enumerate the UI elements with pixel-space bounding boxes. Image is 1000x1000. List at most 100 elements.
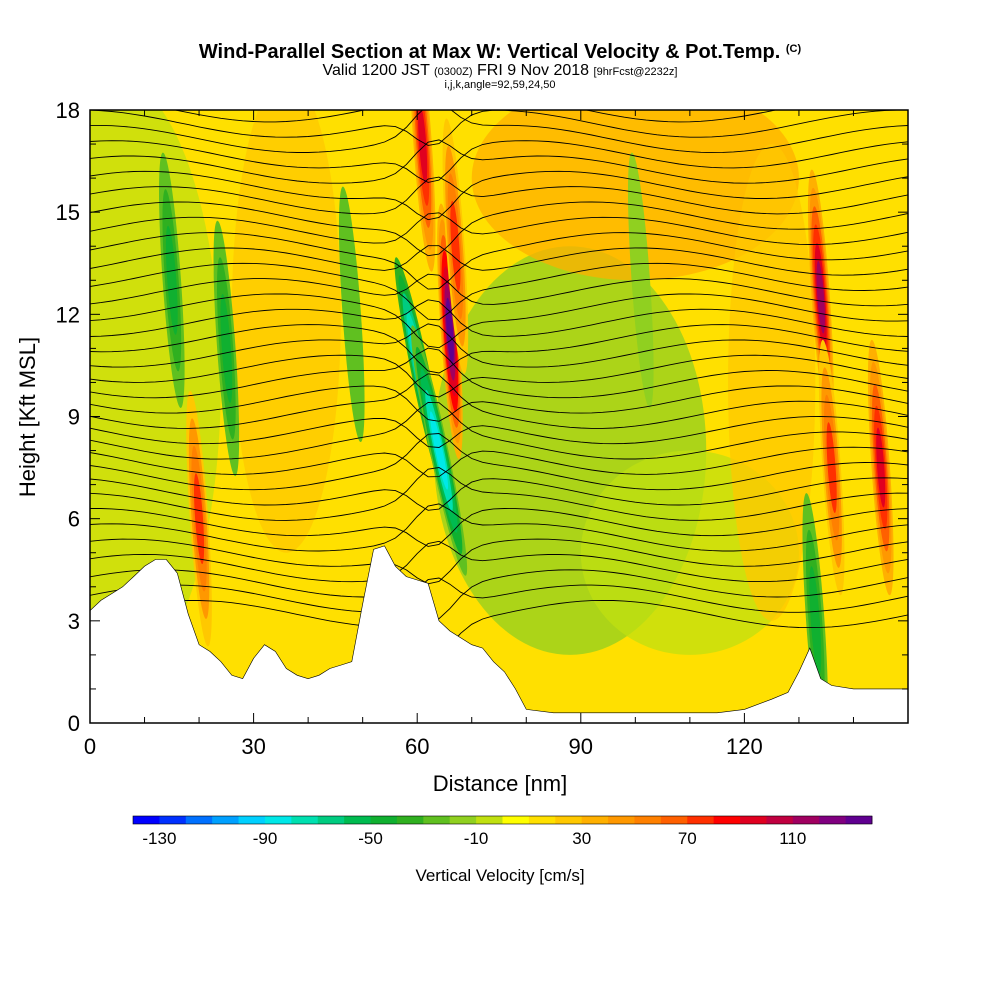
y-tick-label: 0 bbox=[68, 711, 80, 736]
subtitle-utc: (0300Z) bbox=[434, 66, 473, 78]
colorbar-swatch bbox=[476, 816, 503, 824]
theta-contour bbox=[90, 540, 908, 583]
theta-contour bbox=[90, 140, 908, 183]
terrain bbox=[90, 545, 908, 723]
colorbar-swatch bbox=[159, 816, 187, 824]
x-tick-label: 60 bbox=[405, 734, 429, 759]
colorbar-swatch bbox=[264, 816, 292, 824]
theta-contour bbox=[90, 324, 908, 374]
theta-contour bbox=[90, 201, 908, 257]
theta-contour bbox=[90, 293, 908, 349]
velocity-cell bbox=[867, 339, 894, 596]
colorbar-swatch bbox=[502, 816, 530, 824]
colorbar-tick-label: -130 bbox=[142, 829, 176, 848]
theta-contour bbox=[90, 262, 908, 321]
chart-title-block: Wind-Parallel Section at Max W: Vertical… bbox=[0, 38, 1000, 91]
theta-contour bbox=[90, 385, 908, 422]
colorbar-tick-label: 110 bbox=[779, 829, 806, 848]
theta-contour bbox=[90, 170, 908, 221]
colorbar-swatch bbox=[687, 816, 715, 824]
colorbar-tick-label: 70 bbox=[678, 829, 697, 848]
theta-contour bbox=[90, 467, 908, 521]
velocity-cell bbox=[213, 220, 240, 477]
colorbar-swatch bbox=[291, 816, 319, 824]
title-mark: (C) bbox=[785, 43, 802, 55]
chart-subtitle: Valid 1200 JST (0300Z) FRI 9 Nov 2018 [9… bbox=[0, 63, 1000, 80]
theta-contour bbox=[90, 176, 908, 215]
colorbar-swatch bbox=[766, 816, 794, 824]
field-region bbox=[728, 144, 816, 621]
theta-contour bbox=[90, 212, 908, 245]
theta-contour bbox=[173, 110, 778, 123]
colorbar-swatch bbox=[555, 816, 583, 824]
colorbar-frame bbox=[132, 815, 873, 825]
colorbar-swatch bbox=[370, 816, 398, 824]
y-tick-label: 6 bbox=[68, 507, 80, 532]
theta-contour bbox=[90, 323, 908, 368]
theta-contour bbox=[90, 569, 908, 622]
x-tick-label: 120 bbox=[726, 734, 763, 759]
theta-contour bbox=[90, 373, 908, 429]
colorbar-tick-label: -90 bbox=[253, 829, 278, 848]
colorbar-swatch bbox=[344, 816, 371, 824]
velocity-cell bbox=[437, 203, 463, 460]
theta-contour bbox=[90, 401, 908, 460]
colorbar-swatch bbox=[449, 816, 477, 824]
theta-contours bbox=[90, 110, 908, 657]
y-tick-label: 18 bbox=[56, 98, 80, 123]
theta-contour bbox=[90, 354, 908, 398]
velocity-field bbox=[90, 110, 908, 723]
y-tick-label: 12 bbox=[56, 302, 80, 327]
colorbar-swatch bbox=[212, 816, 239, 824]
colorbar: -130 -90 -50 -10 30 70 110 bbox=[132, 815, 873, 848]
theta-contour bbox=[90, 433, 908, 491]
subtitle-forecast: [9hrFcst@2232z] bbox=[593, 66, 678, 78]
y-tick-label: 9 bbox=[68, 405, 80, 430]
theta-contour bbox=[90, 477, 908, 511]
x-tick-label: 30 bbox=[241, 734, 265, 759]
x-axis-label: Distance [nm] bbox=[433, 771, 568, 796]
x-tick-label: 0 bbox=[84, 734, 96, 759]
colorbar-swatch bbox=[133, 816, 160, 824]
colorbar-swatch bbox=[581, 816, 609, 824]
colorbar-label: Vertical Velocity [cm/s] bbox=[415, 866, 584, 885]
field-region bbox=[231, 110, 341, 553]
theta-contour bbox=[90, 232, 908, 290]
axes: 0 30 60 90 120 0 3 6 9 12 15 18 bbox=[56, 98, 909, 759]
colorbar-swatch bbox=[608, 816, 635, 824]
colorbar-swatch bbox=[634, 816, 662, 824]
colorbar-swatch bbox=[713, 816, 741, 824]
theta-contour bbox=[90, 599, 908, 657]
theta-contour bbox=[90, 245, 908, 276]
colorbar-tick-label: -50 bbox=[358, 829, 383, 848]
colorbar-swatch bbox=[423, 816, 451, 824]
colorbar-swatch bbox=[819, 816, 846, 824]
velocity-cell bbox=[186, 390, 212, 647]
y-tick-label: 15 bbox=[56, 200, 80, 225]
colorbar-swatch bbox=[238, 816, 266, 824]
colorbar-swatch bbox=[740, 816, 767, 824]
subtitle-date: FRI 9 Nov 2018 bbox=[477, 62, 590, 79]
y-axis-label: Height [Kft MSL] bbox=[15, 337, 40, 497]
theta-contour bbox=[90, 347, 908, 399]
x-tick-label: 90 bbox=[569, 734, 593, 759]
theta-contour bbox=[90, 503, 908, 552]
subtitle-valid: Valid 1200 JST bbox=[322, 62, 430, 79]
colorbar-swatch bbox=[317, 816, 345, 824]
colorbar-swatch bbox=[185, 816, 213, 824]
y-tick-label: 3 bbox=[68, 609, 80, 634]
terrain-surface bbox=[90, 545, 908, 723]
theta-contour bbox=[90, 416, 908, 448]
colorbar-tick-label: -10 bbox=[464, 829, 489, 848]
colorbar-swatch bbox=[845, 816, 873, 824]
chart-indices: i,j,k,angle=92,59,24,50 bbox=[444, 79, 556, 91]
colorbar-swatch bbox=[792, 816, 820, 824]
chart-title: Wind-Parallel Section at Max W: Vertical… bbox=[198, 41, 802, 63]
colorbar-swatch bbox=[528, 816, 556, 824]
colorbar-swatch bbox=[660, 816, 688, 824]
colorbar-swatch bbox=[396, 816, 424, 824]
theta-contour bbox=[90, 110, 908, 154]
theta-contour bbox=[90, 577, 908, 613]
theta-contour bbox=[90, 299, 908, 337]
